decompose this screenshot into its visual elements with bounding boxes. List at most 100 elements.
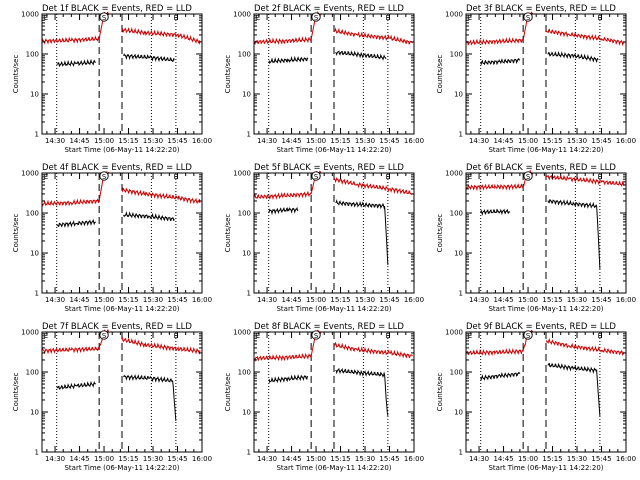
x-tick-label: 16:00 (616, 455, 636, 463)
y-tick-label: 100 (450, 369, 463, 377)
panel-2: Det 2f BLACK = Events, RED = LLD 1 10 100 10… (224, 4, 424, 154)
event-marker-label: S (526, 14, 531, 22)
y-tick-label: 1 (35, 131, 39, 139)
x-tick-label: 14:30 (257, 137, 277, 145)
events-series-line (547, 50, 599, 64)
x-tick-label: 15:15 (542, 137, 562, 145)
panel-title: Det 1f BLACK = Events, RED = LLD (42, 4, 192, 14)
x-axis-label: Start Time (06-May-11 14:22:20) (276, 305, 391, 313)
event-marker: S (99, 171, 109, 181)
x-tick-label: 14:45 (69, 296, 89, 304)
event-marker-label: S (314, 173, 319, 181)
x-tick-label: 15:30 (355, 137, 375, 145)
events-series-line (547, 362, 601, 416)
y-tick-label: 1 (247, 449, 251, 457)
event-marker-circle (311, 171, 321, 181)
events-series-line (268, 206, 299, 216)
x-tick-label: 15:00 (94, 455, 114, 463)
x-tick-label: 15:15 (330, 455, 350, 463)
events-series-line (480, 208, 511, 216)
event-marker-circle (311, 330, 321, 340)
y-tick-label: 1 (459, 290, 463, 298)
x-tick-label: 15:30 (567, 455, 587, 463)
x-tick-label: 15:30 (355, 296, 375, 304)
lld-series-line (545, 28, 625, 47)
x-tick-label: 15:45 (379, 296, 399, 304)
event-marker-label: E (174, 332, 178, 340)
lld-series-line (41, 198, 100, 207)
x-axis-label: Start Time (06-May-11 14:22:20) (488, 146, 603, 154)
plot-frame (41, 331, 203, 453)
x-tick-label: 16:00 (404, 137, 424, 145)
x-tick-label: 14:30 (45, 296, 65, 304)
event-marker: E (598, 173, 602, 181)
event-marker-circle (523, 171, 533, 181)
event-marker-label: E (44, 173, 48, 181)
lld-series-line (465, 183, 524, 192)
y-tick-label: 100 (450, 210, 463, 218)
y-tick-label: 1 (459, 131, 463, 139)
event-marker: E (256, 173, 260, 181)
y-tick-label: 1 (459, 449, 463, 457)
x-tick-label: 14:45 (493, 296, 513, 304)
event-marker-label: S (526, 332, 531, 340)
plot-frame (253, 331, 415, 453)
panel-title: Det 5f BLACK = Events, RED = LLD (254, 163, 404, 173)
x-tick-label: 15:30 (355, 455, 375, 463)
y-tick-label: 100 (26, 369, 39, 377)
x-tick-label: 16:00 (404, 296, 424, 304)
event-marker: E (468, 14, 472, 22)
y-tick-label: 100 (26, 210, 39, 218)
y-tick-label: 1000 (21, 11, 39, 19)
event-marker-label: E (386, 14, 390, 22)
y-tick-label: 1000 (21, 170, 39, 178)
panel-title: Det 7f BLACK = Events, RED = LLD (42, 322, 192, 332)
plot-frame (41, 13, 203, 135)
x-tick-label: 15:15 (330, 137, 350, 145)
event-marker-circle (99, 12, 109, 22)
y-tick-label: 1000 (233, 11, 251, 19)
lld-series-line (121, 26, 201, 45)
event-marker-circle (311, 12, 321, 22)
panel-9: Det 9f BLACK = Events, RED = LLD 1 10 100 10… (436, 322, 636, 472)
y-axis-label: Counts/sec (224, 55, 232, 94)
y-tick-label: 100 (26, 51, 39, 59)
y-tick-label: 1000 (445, 170, 463, 178)
event-marker-circle (523, 330, 533, 340)
event-marker: S (523, 12, 533, 22)
event-marker-label: E (44, 14, 48, 22)
y-tick-label: 100 (238, 210, 251, 218)
event-marker: E (386, 173, 390, 181)
panel-7: Det 7f BLACK = Events, RED = LLD 1 10 100 10… (12, 322, 212, 472)
y-tick-label: 10 (30, 409, 39, 417)
events-series-line (56, 58, 97, 68)
panel-8: Det 8f BLACK = Events, RED = LLD 1 10 100 10… (224, 322, 424, 472)
x-tick-label: 15:00 (306, 137, 326, 145)
x-axis-label: Start Time (06-May-11 14:22:20) (64, 146, 179, 154)
event-marker: E (598, 332, 602, 340)
lld-series-line (333, 27, 413, 45)
x-tick-label: 15:45 (379, 455, 399, 463)
event-marker: E (44, 332, 48, 340)
event-marker-label: E (44, 332, 48, 340)
y-tick-label: 100 (450, 51, 463, 59)
event-marker: E (44, 173, 48, 181)
y-tick-label: 100 (238, 51, 251, 59)
x-tick-label: 14:45 (493, 137, 513, 145)
y-tick-label: 1000 (445, 11, 463, 19)
y-tick-label: 1 (247, 290, 251, 298)
x-tick-label: 15:30 (143, 455, 163, 463)
y-tick-label: 1000 (233, 329, 251, 337)
y-tick-label: 1 (35, 449, 39, 457)
lld-series-line (41, 346, 100, 355)
lld-series-line (253, 190, 312, 200)
y-tick-label: 1 (247, 131, 251, 139)
events-series-line (480, 371, 521, 381)
panel-title: Det 2f BLACK = Events, RED = LLD (254, 4, 404, 14)
event-marker-label: S (102, 332, 107, 340)
y-tick-label: 1000 (21, 329, 39, 337)
plot-frame (253, 172, 415, 294)
x-tick-label: 15:30 (567, 296, 587, 304)
event-marker: E (174, 173, 178, 181)
lld-series-line (41, 35, 100, 45)
